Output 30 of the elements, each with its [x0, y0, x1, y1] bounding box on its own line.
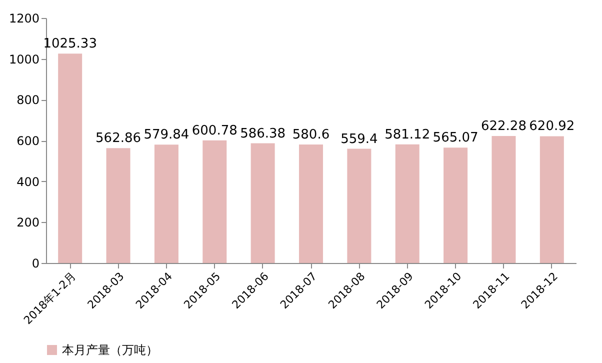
data-label: 565.07 — [432, 130, 478, 146]
bar — [492, 136, 516, 263]
data-label: 562.86 — [96, 131, 142, 146]
bar — [202, 140, 227, 263]
bar — [347, 148, 372, 263]
bar — [250, 143, 275, 263]
bar — [106, 148, 130, 263]
bar — [299, 144, 323, 263]
bar — [444, 148, 468, 263]
y-tick-label: 800 — [16, 93, 40, 108]
data-label: 579.84 — [144, 128, 190, 143]
bar — [154, 144, 178, 263]
bar — [540, 136, 564, 263]
y-tick-label: 600 — [16, 134, 40, 148]
data-label: 620.92 — [529, 119, 575, 134]
data-label: 580.6 — [292, 127, 330, 142]
bar — [395, 144, 420, 263]
y-tick-label: 400 — [16, 174, 40, 189]
data-label: 622.28 — [480, 118, 526, 134]
data-label: 1025.33 — [43, 36, 97, 52]
y-tick-label: 200 — [16, 216, 40, 230]
data-label: 600.78 — [192, 123, 238, 138]
legend-label: 本月产量（万吨） — [62, 343, 158, 357]
y-tick-label: 1000 — [8, 52, 40, 66]
y-tick-label: 0 — [32, 256, 40, 270]
y-tick-label: 1200 — [8, 12, 40, 26]
data-label: 559.4 — [340, 132, 378, 147]
data-label: 581.12 — [384, 127, 430, 142]
data-label: 586.38 — [240, 126, 286, 142]
bar — [58, 54, 82, 263]
